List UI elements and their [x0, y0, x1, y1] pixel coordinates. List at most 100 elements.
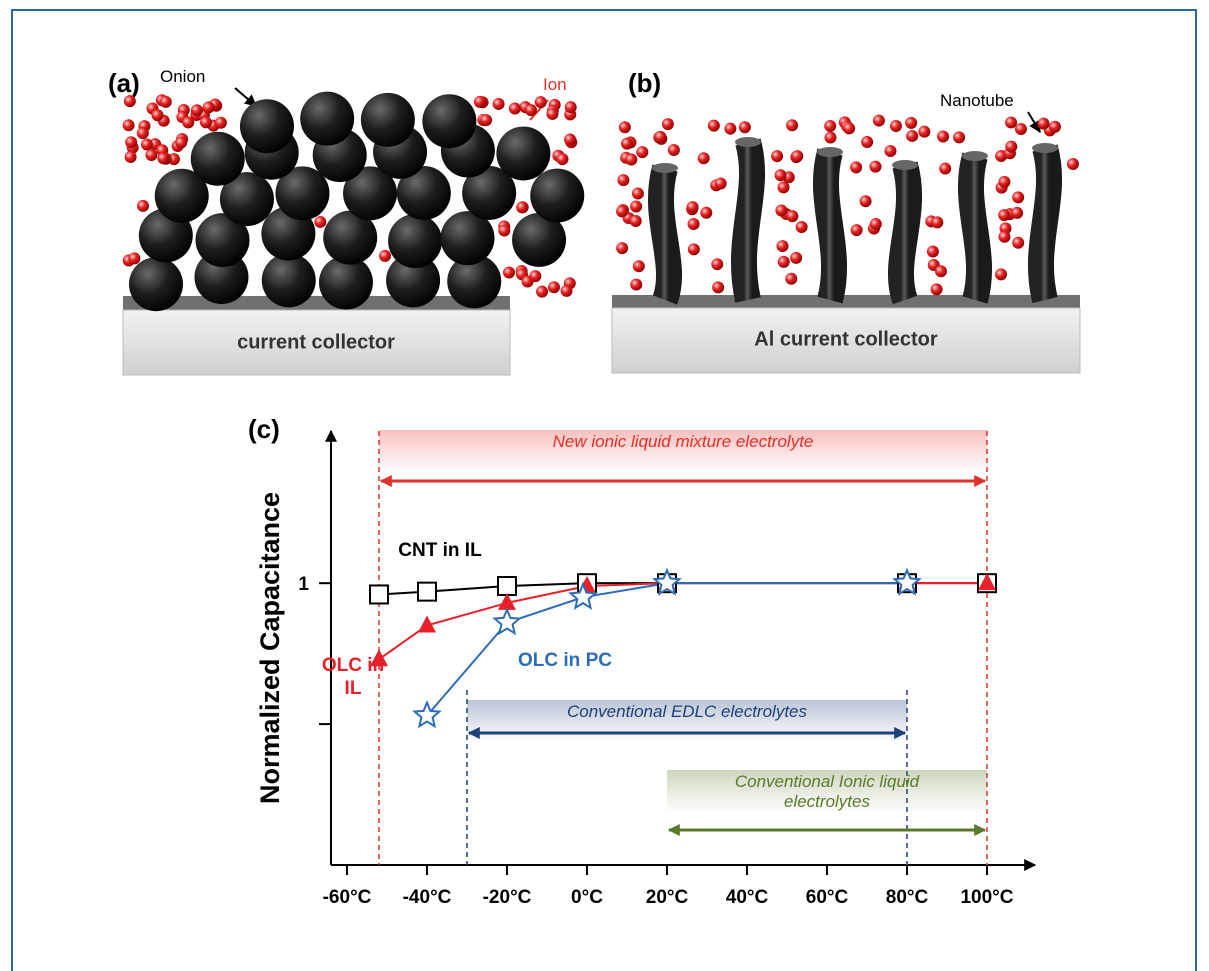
ion	[151, 109, 164, 122]
x-tick-label: 0°C	[571, 887, 603, 908]
ion	[998, 209, 1011, 222]
nanotube-cap	[1032, 143, 1058, 153]
panel-label: (c)	[248, 414, 280, 444]
onion	[496, 126, 551, 181]
ion	[137, 199, 150, 212]
onion	[388, 214, 443, 269]
ion	[843, 122, 856, 135]
x-tick-label: 60°C	[806, 887, 849, 908]
ion	[631, 187, 644, 200]
ion	[714, 177, 727, 190]
ion	[124, 150, 137, 163]
onion	[323, 210, 378, 265]
ion	[503, 266, 516, 279]
ion	[125, 136, 138, 149]
ion	[795, 220, 808, 233]
y-axis-label: Normalized Capacitance	[255, 492, 285, 804]
ion	[632, 260, 645, 273]
ion	[123, 95, 136, 108]
ion	[140, 138, 153, 151]
ion	[534, 96, 547, 109]
ion	[872, 114, 885, 127]
nanotube-label: Nanotube	[940, 91, 1014, 110]
ion	[498, 224, 511, 237]
panel-b: Al current collector (b) Nanotube	[611, 68, 1081, 374]
marker	[892, 567, 922, 596]
x-tick-label: 80°C	[886, 887, 929, 908]
nanotube	[647, 164, 683, 305]
ion	[564, 101, 577, 114]
ion	[508, 102, 521, 115]
ion	[824, 131, 837, 144]
ion	[939, 162, 952, 175]
ion	[861, 136, 874, 149]
ion	[636, 146, 649, 159]
ion	[707, 119, 720, 132]
onion	[154, 168, 209, 223]
onion	[129, 257, 184, 312]
collector-top	[123, 296, 510, 310]
nanotube	[812, 148, 848, 304]
ion	[791, 150, 804, 163]
ion	[480, 114, 493, 127]
nanotube	[730, 138, 766, 303]
ion	[824, 120, 837, 133]
nanotube	[957, 152, 993, 304]
ion	[712, 281, 725, 294]
ion	[998, 230, 1011, 243]
ion	[918, 125, 931, 138]
collector-label: current collector	[237, 331, 395, 353]
ion	[175, 136, 188, 149]
ion	[687, 243, 700, 256]
range-band	[667, 770, 987, 810]
nanotube-cap	[652, 163, 678, 173]
ion	[564, 133, 577, 146]
onion	[447, 254, 502, 309]
ion	[547, 281, 560, 294]
ion	[654, 130, 667, 143]
ion	[850, 161, 863, 174]
ion	[1037, 117, 1050, 130]
ion	[884, 144, 897, 157]
ion	[774, 169, 787, 182]
ion	[136, 127, 149, 140]
ion	[621, 137, 634, 150]
ion	[190, 104, 203, 117]
ion	[686, 201, 699, 214]
nanotube-cap	[735, 137, 761, 147]
marker	[498, 592, 516, 610]
ion	[790, 251, 803, 264]
ion	[617, 174, 630, 187]
ion	[869, 218, 882, 231]
marker	[417, 581, 437, 602]
ion	[556, 153, 569, 166]
ion	[159, 95, 172, 108]
ion	[697, 152, 710, 165]
x-tick-label: 40°C	[726, 887, 769, 908]
onion-label: Onion	[160, 67, 205, 86]
ion	[906, 129, 919, 142]
series-label: OLC in IL	[321, 655, 385, 699]
ion	[700, 206, 713, 219]
ion	[777, 181, 790, 194]
ion	[889, 119, 902, 132]
series-line	[378, 582, 987, 661]
ion	[618, 121, 631, 134]
nanotube	[887, 161, 923, 305]
ion	[905, 116, 918, 129]
ion	[687, 218, 700, 231]
ion	[934, 265, 947, 278]
onion	[190, 131, 245, 186]
ion	[776, 240, 789, 253]
ion	[516, 201, 529, 214]
frame	[11, 9, 1197, 971]
marker	[497, 576, 517, 596]
range-label: Conventional Ionic liquid electrolytes	[734, 772, 920, 812]
panel-label: (b)	[628, 68, 661, 98]
panel-a: current collector (a) Onion Ion	[108, 67, 585, 376]
ion	[199, 116, 212, 129]
x-tick-label: 100°C	[960, 887, 1013, 908]
onion	[343, 166, 398, 221]
onion	[360, 92, 415, 147]
